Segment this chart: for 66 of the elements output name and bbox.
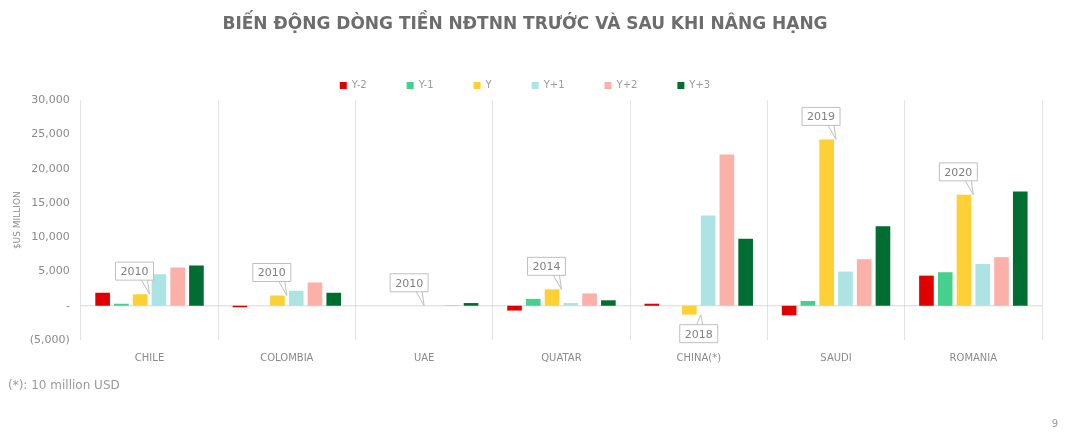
bar <box>270 295 285 306</box>
legend-label: Y-1 <box>417 78 434 90</box>
y-tick-label: 30,000 <box>31 93 70 107</box>
bar <box>507 305 522 311</box>
bar <box>856 259 872 306</box>
bar <box>95 292 110 306</box>
bar <box>307 282 323 306</box>
y-axis-title: $US MILLION <box>11 191 22 250</box>
bar <box>975 264 991 306</box>
bar <box>738 238 753 306</box>
bar <box>838 271 853 306</box>
bar <box>994 257 1009 306</box>
x-tick-label: UAE <box>413 351 435 363</box>
x-tick-label: QUATAR <box>541 351 582 363</box>
y-tick-label: (5,000) <box>29 332 70 346</box>
bar <box>682 305 697 315</box>
annotation: 2018 <box>684 327 713 341</box>
bar <box>463 303 479 306</box>
bar <box>132 294 148 306</box>
bar <box>781 305 797 316</box>
annotation: 2019 <box>807 110 836 124</box>
bar <box>189 265 204 306</box>
annotation: 2014 <box>532 260 561 274</box>
y-tick-label: 25,000 <box>31 127 70 141</box>
bar <box>1012 191 1028 306</box>
bar <box>525 298 541 306</box>
annotation: 2010 <box>257 266 286 280</box>
y-tick-label: 15,000 <box>31 195 70 209</box>
legend-label: Y+3 <box>688 78 711 90</box>
y-tick-label: 5,000 <box>38 264 70 278</box>
bar <box>288 290 304 306</box>
bar <box>919 275 934 306</box>
bar <box>700 215 716 306</box>
x-tick-label: SAUDI <box>820 351 852 363</box>
bar <box>644 303 660 306</box>
legend-label: Y <box>484 78 493 90</box>
bar <box>956 194 972 306</box>
bar <box>582 293 597 306</box>
legend-label: Y+1 <box>542 78 565 90</box>
annotation: 2010 <box>120 264 149 278</box>
bar <box>114 303 129 306</box>
bar <box>819 139 834 306</box>
bar <box>170 267 185 306</box>
x-tick-label: ROMANIA <box>949 351 998 363</box>
annotation: 2020 <box>944 165 973 179</box>
x-tick-label: COLOMBIA <box>260 351 314 363</box>
bar <box>875 226 891 306</box>
x-tick-label: CHINA(*) <box>676 351 722 363</box>
bar <box>544 289 560 306</box>
chart-title: BIẾN ĐỘNG DÒNG TIỀN NĐTNN TRƯỚC VÀ SAU KHI NÂNG HẠNG <box>222 9 828 33</box>
legend-label: Y+2 <box>615 78 638 90</box>
text: 9 <box>1051 418 1058 429</box>
y-tick-label: - <box>65 298 70 312</box>
bar <box>326 292 342 306</box>
bar <box>719 154 735 306</box>
annotation: 2010 <box>395 276 424 290</box>
x-tick-label: CHILE <box>134 351 165 363</box>
bar <box>937 272 953 306</box>
bar <box>800 300 816 306</box>
bar <box>151 274 167 306</box>
y-tick-label: 10,000 <box>31 230 70 244</box>
bar <box>601 300 616 306</box>
bar <box>563 303 579 306</box>
text: (*): 10 million USD <box>8 378 120 394</box>
legend-label: Y-2 <box>350 78 367 90</box>
y-tick-label: 20,000 <box>31 161 70 175</box>
